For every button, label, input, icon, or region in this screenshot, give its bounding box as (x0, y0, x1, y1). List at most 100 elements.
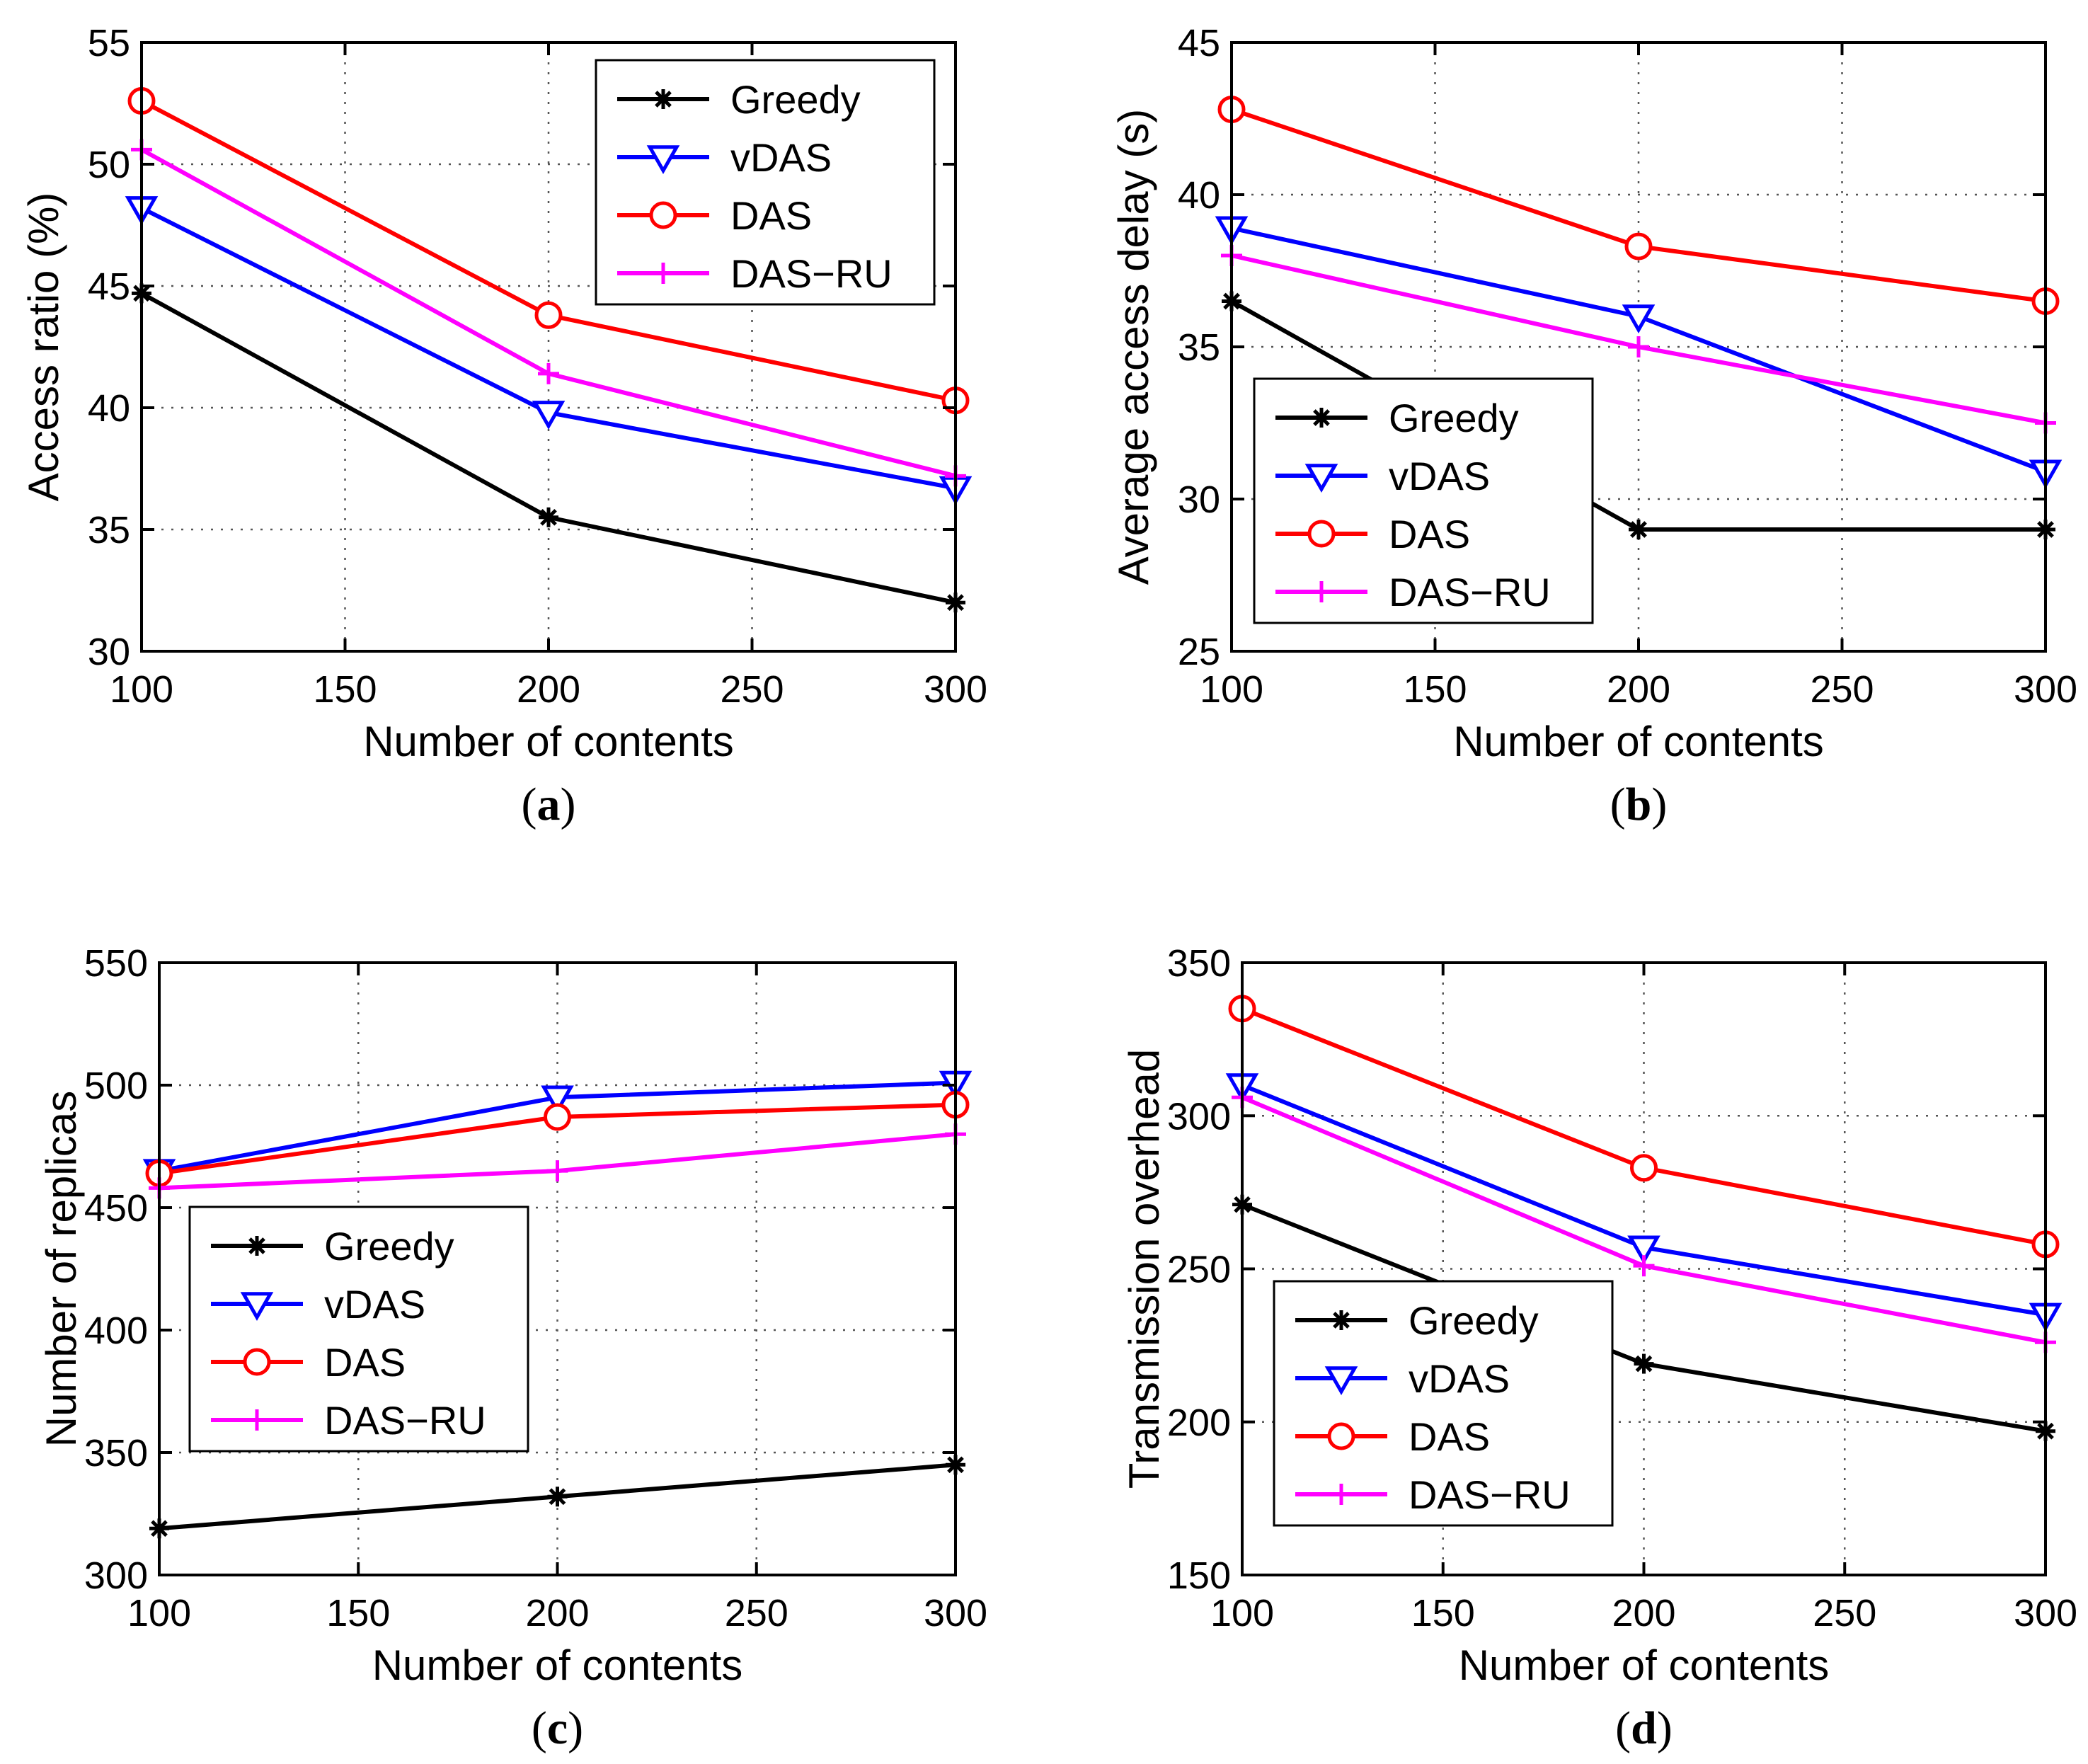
y-tick-label: 40 (1178, 174, 1220, 217)
y-axis-label: Transmission overhead (1120, 1049, 1168, 1489)
chart-a: 100 150 200 250 300 30 35 40 45 50 55 Number of con… (20, 22, 987, 830)
legend-label: Greedy (1409, 1298, 1539, 1343)
legend-entry-greedy: Greedy (1295, 1298, 1539, 1343)
panel-label-close: ) (1651, 779, 1667, 830)
data-point-greedy (1629, 520, 1648, 539)
x-axis-label: Number of contents (372, 1642, 743, 1689)
legend-marker (649, 201, 677, 229)
legend-marker (1331, 1484, 1352, 1505)
y-tick-label: 55 (88, 22, 130, 64)
legend-marker (1311, 581, 1332, 602)
y-tick-label: 200 (1167, 1402, 1231, 1444)
data-point-das (1630, 1154, 1658, 1182)
legend-marker (1312, 408, 1331, 428)
y-tick-label: 150 (1167, 1554, 1231, 1597)
legend-marker (247, 1236, 267, 1256)
legend-marker (646, 145, 680, 175)
y-tick-label: 35 (1178, 326, 1220, 369)
y-tick-label: 550 (84, 942, 148, 985)
data-point-dasru (538, 362, 559, 384)
legend-label: DAS (1389, 512, 1470, 556)
x-tick-label: 150 (313, 668, 377, 711)
data-point-vdas (1627, 1235, 1660, 1265)
legend-entry-vdas: vDAS (1295, 1356, 1510, 1401)
panel-label: (a) (522, 779, 576, 830)
legend-label: DAS (1409, 1414, 1490, 1459)
data-point-greedy (547, 1487, 568, 1507)
legend-entry-dasru: DAS−RU (1275, 570, 1551, 614)
legend-entry-greedy: Greedy (1275, 396, 1519, 440)
data-point-greedy (539, 507, 558, 527)
x-tick-label: 300 (924, 1592, 987, 1634)
legend-label: Greedy (324, 1224, 454, 1268)
legend-marker (246, 1409, 268, 1431)
panel-label-open: ( (532, 1702, 547, 1754)
legend-label: vDAS (1409, 1356, 1510, 1401)
panel-label-open: ( (1615, 1702, 1631, 1754)
x-tick-label: 200 (1607, 668, 1670, 711)
legend-entry-greedy: Greedy (211, 1224, 454, 1268)
x-tick-label: 100 (110, 668, 173, 711)
x-tick-label: 100 (127, 1592, 191, 1634)
legend-entry-vdas: vDAS (211, 1282, 425, 1327)
data-point-greedy (1634, 1353, 1654, 1374)
legend-marker (653, 89, 673, 109)
x-tick-label: 300 (2014, 1592, 2077, 1634)
data-point-das (534, 301, 563, 329)
x-tick-label: 250 (725, 1592, 788, 1634)
y-axis-label: Average access delay (s) (1110, 109, 1157, 585)
panel-label: (d) (1615, 1702, 1673, 1754)
legend-label: DAS−RU (1409, 1472, 1571, 1517)
legend-label: DAS (324, 1340, 406, 1385)
data-point-das (1624, 232, 1653, 260)
panel-label-close: ) (568, 1702, 583, 1754)
chart-c-grid (159, 963, 956, 1575)
panel-label-open: ( (522, 779, 537, 830)
legend-marker (1331, 1310, 1351, 1330)
x-axis-label: Number of contents (1459, 1642, 1830, 1689)
legend-entry-das: DAS (1275, 512, 1470, 556)
y-tick-label: 45 (1178, 22, 1220, 64)
x-tick-label: 250 (1813, 1592, 1876, 1634)
legend-label: DAS (730, 193, 812, 238)
y-axis-label: Access ratio (%) (20, 193, 67, 502)
legend-entry-dasru: DAS−RU (211, 1398, 486, 1443)
legend-label: vDAS (730, 135, 832, 180)
y-tick-label: 400 (84, 1310, 148, 1352)
legend-entry-greedy: Greedy (617, 77, 861, 122)
panel-label-close: ) (561, 779, 576, 830)
legend-label: DAS−RU (730, 251, 893, 296)
x-tick-label: 250 (1810, 668, 1874, 711)
legend-label: Greedy (1389, 396, 1519, 440)
legend-entry-das: DAS (1295, 1414, 1490, 1459)
legend-entry-vdas: vDAS (1275, 454, 1490, 498)
series-greedy (132, 283, 965, 613)
y-tick-label: 350 (1167, 942, 1231, 985)
y-tick-label: 35 (88, 509, 130, 551)
panel-label: (b) (1610, 779, 1668, 830)
data-point-vdas (532, 401, 566, 430)
y-tick-label: 250 (1167, 1249, 1231, 1291)
y-tick-label: 45 (88, 265, 130, 308)
legend-marker (243, 1348, 271, 1376)
x-tick-label: 150 (326, 1592, 390, 1634)
legend-label: vDAS (324, 1282, 425, 1327)
y-tick-label: 300 (84, 1554, 148, 1597)
panel-label-letter: c (547, 1702, 568, 1754)
chart-b-legend: Greedy vDAS DAS DAS−RU (1253, 377, 1594, 624)
panel-label: (c) (532, 1702, 583, 1754)
y-tick-label: 500 (84, 1065, 148, 1107)
legend-label: vDAS (1389, 454, 1490, 498)
x-axis-label: Number of contents (363, 718, 734, 765)
legend-entry-das: DAS (617, 193, 812, 238)
legend-marker (240, 1292, 274, 1322)
legend-label: DAS−RU (1389, 570, 1551, 614)
y-tick-label: 350 (84, 1432, 148, 1474)
y-tick-label: 300 (1167, 1095, 1231, 1138)
y-axis-label: Number of replicas (38, 1091, 85, 1448)
legend-marker (1324, 1366, 1358, 1396)
x-tick-label: 300 (2014, 668, 2077, 711)
chart-b: 100 150 200 250 300 25 30 35 40 45 Number of conte… (1110, 22, 2077, 830)
